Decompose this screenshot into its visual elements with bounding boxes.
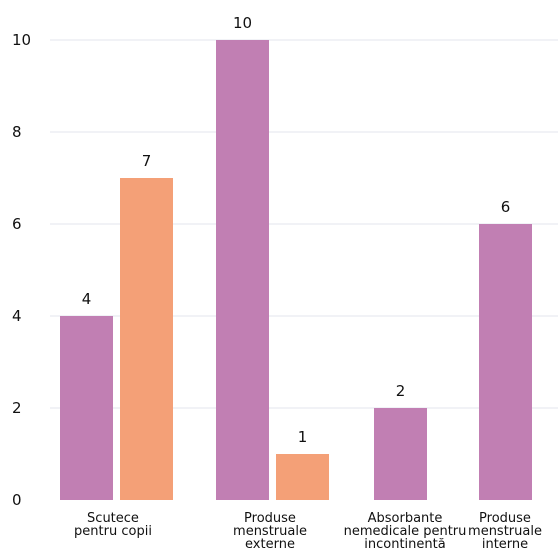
x-axis-labels: Scutece pentru copii Produse menstruale exte… — [74, 511, 542, 552]
data-label: 4 — [82, 290, 92, 308]
x-tick-label: Produse menstruale externe — [233, 511, 307, 552]
y-tick-label: 6 — [12, 215, 22, 233]
bars — [60, 40, 532, 500]
bar — [120, 178, 173, 500]
data-label: 2 — [396, 382, 406, 400]
y-tick-label: 4 — [12, 307, 22, 325]
data-label: 7 — [142, 152, 152, 170]
bar — [479, 224, 532, 500]
x-tick-label: Absorbante nemedicale pentru incontinentă — [344, 511, 467, 552]
data-label: 6 — [501, 198, 511, 216]
data-label: 1 — [298, 428, 308, 446]
x-tick-label: Produse menstruale interne — [468, 511, 542, 552]
bar — [216, 40, 269, 500]
y-axis-ticks: 0 2 4 6 8 10 — [12, 31, 31, 509]
y-tick-label: 2 — [12, 399, 22, 417]
bar — [60, 316, 113, 500]
bar — [276, 454, 329, 500]
y-tick-label: 0 — [12, 491, 22, 509]
y-tick-label: 8 — [12, 123, 22, 141]
x-tick-label: Scutece pentru copii — [74, 511, 152, 539]
y-tick-label: 10 — [12, 31, 31, 49]
data-label: 10 — [233, 14, 252, 32]
data-labels: 4 10 2 6 7 1 — [82, 14, 511, 446]
bar — [374, 408, 427, 500]
